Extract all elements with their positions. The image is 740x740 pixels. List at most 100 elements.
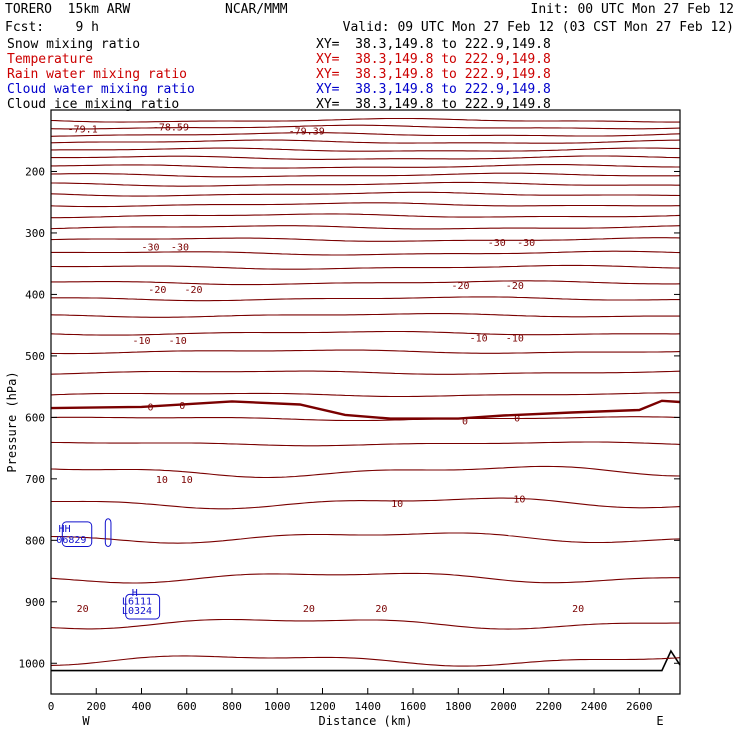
isotherm-line (50, 465, 681, 479)
contour-label: -10 (470, 333, 488, 344)
x-tick-label: 1800 (445, 700, 472, 713)
y-tick-label: 800 (25, 534, 45, 547)
contour-label: -79.1 (68, 124, 98, 135)
isotherm-line (50, 191, 681, 197)
y-tick-label: 300 (25, 227, 45, 240)
isotherm-line (50, 655, 681, 667)
isotherm-line (50, 370, 681, 375)
zero-isotherm-line (50, 399, 681, 420)
y-tick-label: 900 (25, 596, 45, 609)
x-axis-label: Distance (km) (319, 714, 413, 728)
isotherm-line (51, 164, 680, 169)
isotherm-line (51, 213, 681, 219)
y-tick-label: 400 (25, 288, 45, 301)
field-name-cloud-water: Cloud water mixing ratio (7, 82, 195, 97)
contour-label: 0 (514, 413, 520, 424)
contour-label: -10 (169, 336, 187, 347)
x-tick-label: 400 (132, 700, 152, 713)
isotherm-line (50, 416, 681, 422)
x-tick-label: 200 (86, 700, 106, 713)
contour-label: -78.59 (153, 123, 189, 134)
isotherm-line (51, 497, 681, 510)
isotherm-line (51, 296, 680, 302)
y-tick-label: 700 (25, 473, 45, 486)
x-tick-label: 600 (177, 700, 197, 713)
contour-label: 20 (375, 604, 387, 615)
header-fcst: Fcst: 9 h (5, 20, 99, 35)
cloud-water-contour (61, 521, 93, 547)
cloud-water-contour (125, 593, 161, 620)
isotherm-line (50, 139, 681, 144)
x-axis-end-east: E (656, 714, 663, 728)
isotherm-line (50, 349, 681, 355)
contour-label: 06829 (56, 535, 86, 546)
x-tick-label: 1000 (264, 700, 291, 713)
contour-label: 10 (513, 495, 525, 506)
contour-label: -79.39 (289, 126, 325, 137)
y-tick-label: 500 (25, 350, 45, 363)
isotherm-line (51, 264, 681, 270)
field-name-rain: Rain water mixing ratio (7, 67, 188, 82)
y-axis-label: Pressure (hPa) (5, 371, 19, 472)
field-name-temperature: Temperature (7, 52, 94, 67)
isotherm-line (50, 313, 680, 318)
contour-label: 10 (391, 499, 403, 510)
isotherm-line (50, 392, 680, 398)
isotherm-line (50, 225, 681, 230)
contour-label: -30 (142, 242, 160, 253)
contour-label: 0 (148, 402, 154, 413)
isotherm-line (51, 147, 681, 152)
x-tick-label: 800 (222, 700, 242, 713)
field-xy-cloud-ice: XY= 38.3,149.8 to 222.9,149.8 (316, 97, 551, 112)
contour-label: -10 (132, 336, 150, 347)
contour-label: -10 (506, 333, 524, 344)
header-valid: Valid: 09 UTC Mon 27 Feb 12 (03 CST Mon … (342, 20, 734, 35)
x-tick-label: 2400 (581, 700, 608, 713)
contour-label: L6111 (122, 597, 152, 608)
x-tick-label: 1600 (400, 700, 427, 713)
field-xy-temperature: XY= 38.3,149.8 to 222.9,149.8 (316, 52, 551, 67)
field-name-snow: Snow mixing ratio (7, 37, 141, 52)
contour-label: 10 (181, 475, 193, 486)
isotherm-line (50, 124, 681, 130)
field-name-cloud-ice: Cloud ice mixing ratio (7, 97, 180, 112)
isotherm-line (50, 330, 681, 336)
header-model: TORERO 15km ARW (5, 2, 131, 17)
x-tick-label: 2200 (536, 700, 563, 713)
x-tick-label: 2600 (626, 700, 653, 713)
isotherm-line (50, 618, 681, 630)
header-init: Init: 00 UTC Mon 27 Feb 12 (530, 2, 735, 17)
y-tick-label: 600 (25, 411, 45, 424)
contour-label: -20 (185, 285, 203, 296)
contour-label: 20 (77, 604, 89, 615)
isotherm-line (51, 155, 681, 160)
isotherm-line (50, 441, 681, 447)
terrain-line (51, 649, 681, 672)
y-tick-label: 200 (25, 165, 45, 178)
contour-label: HH (59, 524, 71, 535)
contour-label: -20 (148, 285, 166, 296)
field-xy-snow: XY= 38.3,149.8 to 222.9,149.8 (316, 37, 551, 52)
isotherm-line (50, 572, 680, 584)
contour-label: -30 (488, 238, 506, 249)
header-center: NCAR/MMM (225, 2, 288, 17)
contour-label: 20 (572, 604, 584, 615)
contour-label: 20 (303, 604, 315, 615)
isotherm-line (50, 132, 681, 137)
isotherm-line (50, 532, 681, 544)
field-xy-cloud-water: XY= 38.3,149.8 to 222.9,149.8 (316, 82, 551, 97)
isotherm-line (50, 237, 681, 242)
isotherm-line (51, 250, 681, 256)
contour-label: 10 (156, 475, 168, 486)
isotherm-line (51, 181, 680, 187)
isotherm-line (51, 280, 681, 286)
field-xy-rain: XY= 38.3,149.8 to 222.9,149.8 (316, 67, 551, 82)
cloud-water-contour (104, 518, 112, 547)
contour-label: 0 (179, 401, 185, 412)
plot-frame (50, 109, 681, 695)
contour-label: 0 (462, 416, 468, 427)
isotherm-line (50, 172, 681, 178)
y-tick-label: 1000 (19, 657, 46, 670)
contour-label: L0324 (122, 606, 152, 617)
